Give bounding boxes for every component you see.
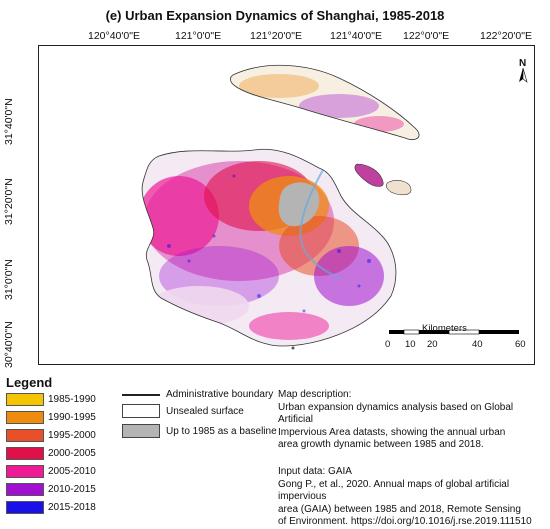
legend-period-swatch (6, 483, 44, 496)
description-line: Impervious Area datasts, showing the ann… (278, 426, 506, 438)
scale-tick: 40 (472, 339, 483, 350)
legend-period-swatch (6, 393, 44, 406)
island-expansion (230, 65, 420, 140)
scale-tick: 10 (405, 339, 416, 350)
island-boundary (230, 64, 420, 140)
input-line: area (GAIA) between 1985 and 2018, Remot… (278, 503, 521, 515)
map-description: Map description: Urban expansion dynamic… (278, 389, 550, 452)
north-arrow-icon (519, 67, 528, 83)
boundary-line-icon (122, 393, 160, 396)
latitude-label: 31°40'0"N (3, 98, 15, 145)
input-data: Input data: GAIA Gong P., et al., 2020. … (278, 466, 550, 529)
scale-tick: 60 (515, 339, 526, 350)
legend-period-label: 2000-2005 (48, 448, 96, 459)
small-island (385, 180, 412, 196)
legend-period-swatch (6, 411, 44, 424)
north-label: N (519, 58, 527, 69)
legend-baseline-label: Up to 1985 as a baseline (166, 425, 277, 437)
legend-unsealed-item: Unsealed surface (122, 404, 244, 418)
input-line: of Environment. https://doi.org/10.1016/… (278, 516, 532, 527)
map-frame (38, 45, 535, 365)
description-line: Urban expansion dynamics analysis based … (278, 401, 514, 426)
legend-boundary-label: Administrative boundary (166, 389, 274, 400)
legend-period-swatch (6, 465, 44, 478)
scale-bar (389, 329, 519, 335)
legend-period-item: 1985-1990 (6, 392, 96, 407)
legend-period-label: 2005-2010 (48, 466, 96, 477)
legend-period-label: 2010-2015 (48, 484, 96, 495)
input-line: Gong P., et al., 2020. Annual maps of gl… (278, 478, 510, 503)
scale-title: Kilometers (422, 323, 467, 334)
legend-boundary-item: Administrative boundary (122, 389, 273, 400)
scale-tick: 20 (427, 339, 438, 350)
input-heading: Input data: GAIA (278, 466, 352, 477)
legend-period-label: 1990-1995 (48, 412, 96, 423)
longitude-label: 121°0'0"E (175, 30, 222, 42)
legend-title: Legend (6, 375, 53, 390)
small-island (291, 346, 295, 350)
legend-period-item: 2015-2018 (6, 500, 96, 515)
scale-tick: 0 (385, 339, 391, 350)
longitude-label: 122°20'0"E (480, 30, 532, 42)
latitude-label: 30°40'0"N (3, 321, 15, 368)
unsealed-swatch (122, 404, 160, 418)
legend-period-label: 1985-1990 (48, 394, 96, 405)
legend-period-item: 2005-2010 (6, 464, 96, 479)
legend-period-item: 1990-1995 (6, 410, 96, 425)
longitude-label: 121°20'0"E (250, 30, 302, 42)
legend-period-swatch (6, 429, 44, 442)
longitude-label: 122°0'0"E (403, 30, 450, 42)
description-heading: Map description: (278, 389, 352, 400)
legend-baseline-item: Up to 1985 as a baseline (122, 424, 277, 438)
legend-period-label: 2015-2018 (48, 502, 96, 513)
latitude-label: 31°0'0"N (3, 259, 15, 300)
longitude-label: 121°40'0"E (330, 30, 382, 42)
legend-period-label: 1995-2000 (48, 430, 96, 441)
legend-period-item: 2000-2005 (6, 446, 96, 461)
small-island (354, 163, 384, 187)
map-canvas (141, 64, 528, 350)
baseline-swatch (122, 424, 160, 438)
legend-period-swatch (6, 501, 44, 514)
longitude-label: 120°40'0"E (88, 30, 140, 42)
latitude-label: 31°20'0"N (3, 178, 15, 225)
legend-period-item: 1995-2000 (6, 428, 96, 443)
legend-period-item: 2010-2015 (6, 482, 96, 497)
map-title: (e) Urban Expansion Dynamics of Shanghai… (105, 8, 445, 23)
description-line: area growth dynamic between 1985 and 201… (278, 439, 484, 450)
legend-period-swatch (6, 447, 44, 460)
mainland-boundary (141, 148, 397, 347)
legend-unsealed-label: Unsealed surface (166, 405, 244, 417)
